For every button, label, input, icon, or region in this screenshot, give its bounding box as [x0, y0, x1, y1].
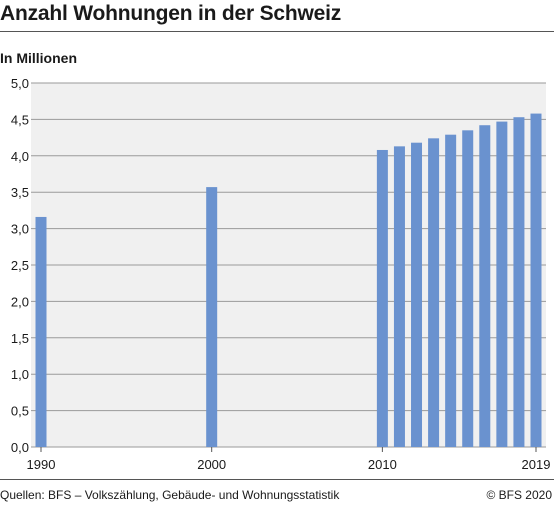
bar: [496, 121, 508, 448]
y-tick-label: 5,0: [11, 76, 29, 91]
x-tick-label: 1990: [27, 457, 56, 472]
y-tick-label: 2,0: [11, 294, 29, 309]
bar: [428, 138, 440, 447]
bar: [513, 117, 525, 447]
y-tick-label: 3,5: [11, 185, 29, 200]
x-tick-label: 2019: [522, 457, 551, 472]
bar: [462, 130, 474, 447]
y-tick-label: 4,5: [11, 112, 29, 127]
bar: [206, 187, 218, 447]
x-tick-labels: 1990 2000 2010 2019: [27, 447, 551, 472]
gridlines: [31, 82, 546, 448]
bar: [393, 146, 405, 447]
bar: [445, 134, 457, 448]
source-note: Quellen: BFS – Volkszählung, Gebäude- un…: [0, 488, 340, 502]
bar: [530, 113, 542, 448]
y-tick-labels: 0,0 0,5 1,0 1,5 2,0 2,5 3,0 3,5 4,0 4,5 5,0: [11, 76, 29, 455]
copyright-note: © BFS 2020: [486, 488, 552, 502]
y-tick-label: 0,0: [11, 440, 29, 455]
y-tick-label: 4,0: [11, 149, 29, 164]
title-divider: [0, 31, 554, 32]
y-tick-label: 3,0: [11, 222, 29, 237]
bar: [479, 125, 491, 447]
y-tick-label: 0,5: [11, 404, 29, 419]
footer-divider: [0, 479, 554, 480]
unit-label: In Millionen: [0, 50, 77, 66]
y-tick-label: 2,5: [11, 258, 29, 273]
bars: [35, 113, 542, 448]
x-tick-label: 2010: [368, 457, 397, 472]
x-tick-label: 2000: [197, 457, 226, 472]
chart-title: Anzahl Wohnungen in der Schweiz: [0, 2, 342, 25]
bar: [35, 216, 47, 447]
y-tick-label: 1,0: [11, 367, 29, 382]
bar: [376, 149, 388, 447]
bar: [411, 142, 423, 448]
y-tick-label: 1,5: [11, 331, 29, 346]
